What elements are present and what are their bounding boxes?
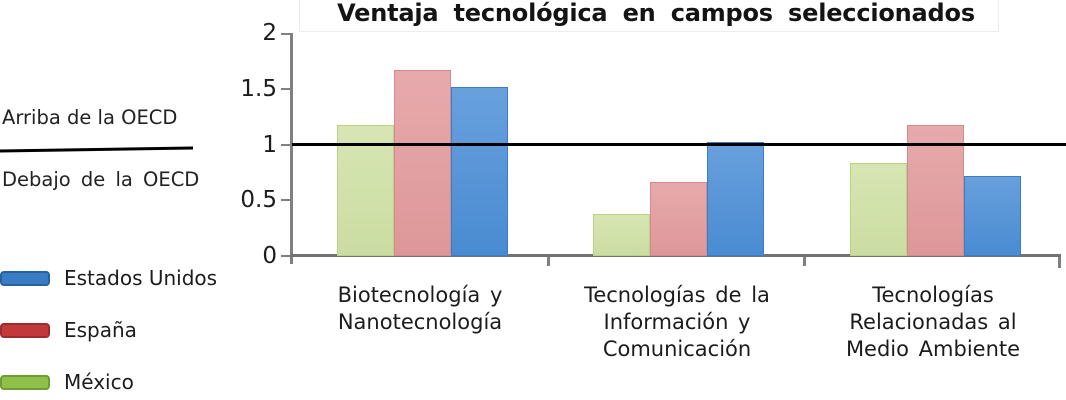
y-tick-label: 0 xyxy=(262,243,277,269)
y-tick-label: 1.5 xyxy=(240,76,277,102)
y-tick xyxy=(281,255,292,257)
y-tick-label: 0.5 xyxy=(240,187,277,213)
bar-españa-cat2 xyxy=(907,125,964,256)
bar-estados-unidos-cat2 xyxy=(964,176,1021,256)
category-label-biotecnologia: Biotecnología y Nanotecnología xyxy=(337,283,503,334)
y-tick xyxy=(281,88,292,90)
x-tick xyxy=(547,257,550,266)
bar-méxico-cat2 xyxy=(850,163,907,256)
category-label-tic: Tecnologías de la Información y Comunica… xyxy=(584,283,770,361)
bar-estados-unidos-cat0 xyxy=(451,87,508,256)
above-oecd-label: Arriba de la OECD xyxy=(2,106,178,129)
title-box xyxy=(299,0,999,32)
y-tick-label: 1 xyxy=(262,132,277,158)
chart-title: Ventaja tecnológica en campos selecciona… xyxy=(337,0,975,27)
x-tick xyxy=(803,257,806,266)
below-oecd-label: Debajo de la OECD xyxy=(2,168,200,191)
legend-item-mexico: México xyxy=(0,370,134,394)
bar-españa-cat0 xyxy=(394,70,451,256)
x-tick xyxy=(1058,257,1061,268)
y-tick xyxy=(281,144,292,146)
category-label-medio-ambiente: Tecnologías Relacionadas al Medio Ambien… xyxy=(845,283,1021,361)
legend-label: Estados Unidos xyxy=(64,266,218,290)
oecd-reference-line xyxy=(292,143,1066,146)
estados-unidos-swatch-icon xyxy=(0,270,50,286)
bar-méxico-cat1 xyxy=(593,214,650,256)
mexico-swatch-icon xyxy=(0,374,50,390)
legend-label: México xyxy=(64,370,134,394)
y-tick xyxy=(281,199,292,201)
bar-españa-cat1 xyxy=(650,182,707,256)
y-tick-label: 2 xyxy=(262,20,277,46)
oecd-divider-line xyxy=(0,146,194,153)
bar-méxico-cat0 xyxy=(337,125,394,256)
legend-label: España xyxy=(64,318,137,342)
bar-estados-unidos-cat1 xyxy=(707,142,764,256)
legend-item-espana: España xyxy=(0,318,137,342)
y-axis-line xyxy=(290,33,293,264)
y-tick xyxy=(281,33,292,35)
espana-swatch-icon xyxy=(0,322,50,338)
legend-item-estados-unidos: Estados Unidos xyxy=(0,266,217,290)
